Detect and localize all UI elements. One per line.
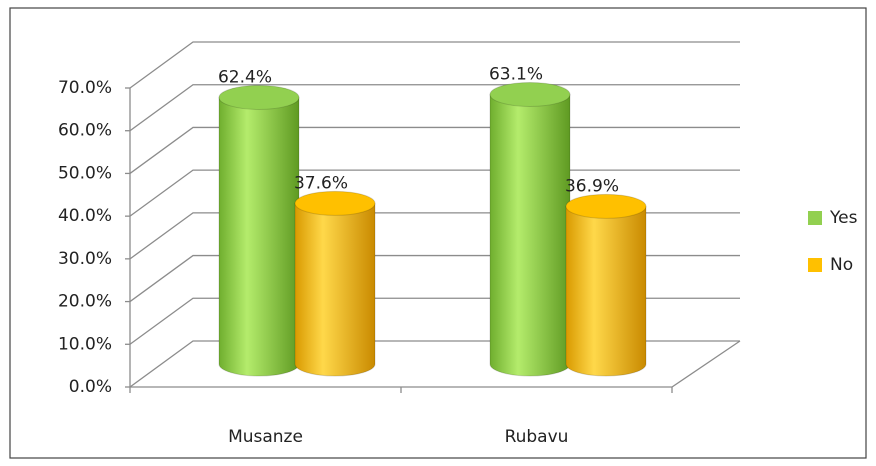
bar-top [218, 84, 300, 110]
y-tick-label: 30.0% [58, 249, 112, 269]
legend-label: No [830, 255, 853, 275]
data-label: 36.9% [565, 176, 619, 196]
data-label: 63.1% [489, 64, 543, 84]
x-tick-label: Rubavu [505, 427, 569, 447]
y-tick-label: 60.0% [58, 121, 112, 141]
data-label: 37.6% [294, 173, 348, 193]
y-tick-label: 0.0% [69, 377, 112, 397]
legend-swatch [808, 211, 822, 225]
y-tick-label: 50.0% [58, 163, 112, 183]
bar [489, 93, 571, 377]
chart-border [9, 7, 867, 459]
bar-top [565, 193, 647, 219]
bar-top [294, 190, 376, 216]
x-tick-label: Musanze [228, 427, 303, 447]
legend-label: Yes [829, 208, 858, 228]
y-tick-label: 10.0% [58, 334, 112, 354]
data-label: 62.4% [218, 67, 272, 87]
y-tick-label: 20.0% [58, 292, 112, 312]
bar-top [489, 81, 571, 107]
grid-line [129, 84, 740, 132]
legend-swatch [808, 258, 822, 272]
bar [218, 96, 300, 377]
bar [565, 205, 647, 377]
y-tick-label: 70.0% [58, 78, 112, 98]
bar [294, 202, 376, 377]
grid-line [129, 41, 740, 89]
y-tick-label: 40.0% [58, 206, 112, 226]
